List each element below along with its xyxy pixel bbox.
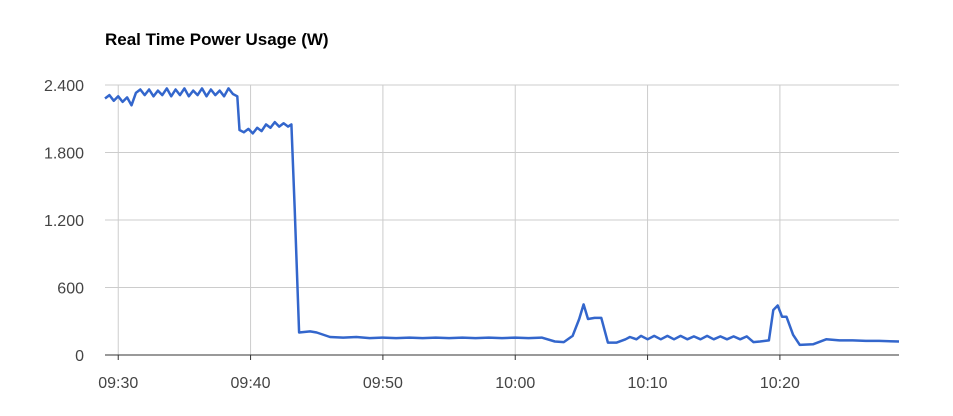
- x-tick-label: 10:10: [628, 375, 668, 392]
- x-tick-label: 09:40: [231, 375, 271, 392]
- power-series-line: [104, 87, 900, 347]
- x-tick-label: 09:50: [363, 375, 403, 392]
- y-tick-label: 2.400: [44, 78, 84, 95]
- grid-layer: [105, 84, 899, 355]
- series-layer: [104, 87, 900, 347]
- axis-layer: 0 600 1.200 1.800 2.400 09:30 09:40 09:50 10:00 1…: [44, 78, 899, 392]
- x-tick-label: 10:20: [760, 375, 800, 392]
- chart-title: Real Time Power Usage (W): [105, 30, 329, 49]
- x-tick-label: 10:00: [495, 375, 535, 392]
- x-tick-label: 09:30: [98, 375, 138, 392]
- y-tick-label: 1.200: [44, 213, 84, 230]
- y-tick-label: 0: [75, 348, 84, 365]
- y-tick-label: 600: [57, 281, 84, 298]
- y-tick-label: 1.800: [44, 146, 84, 163]
